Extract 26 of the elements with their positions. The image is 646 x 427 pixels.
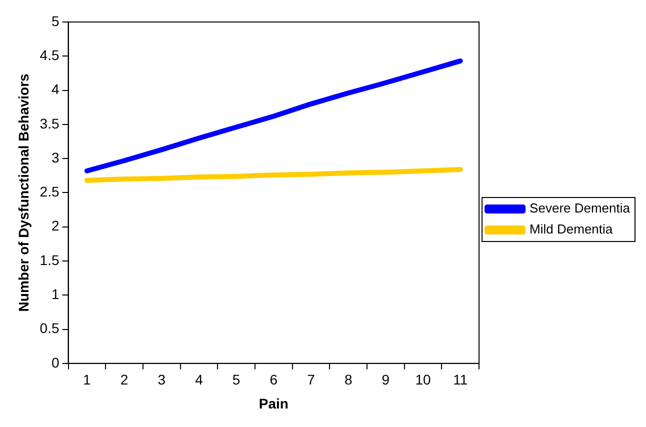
x-tick-label: 11 <box>453 372 468 388</box>
y-tick-label: 5 <box>51 12 60 29</box>
x-tick-label: 9 <box>382 372 390 388</box>
x-axis-title: Pain <box>258 395 288 412</box>
x-tick-label: 3 <box>158 372 166 388</box>
legend-label: Mild Dementia <box>530 222 614 237</box>
y-tick-label: 0 <box>51 354 60 370</box>
x-tick-label: 1 <box>83 372 92 388</box>
y-axis-title: Number of Dysfunctional Behaviors <box>15 73 32 312</box>
y-tick-label: 4.5 <box>40 47 60 63</box>
y-tick-label: 0.5 <box>40 320 60 336</box>
y-tick-label: 2.5 <box>40 184 60 200</box>
x-tick-label: 10 <box>415 372 432 388</box>
x-tick-label: 8 <box>344 372 352 388</box>
y-tick-label: 3.5 <box>40 115 60 132</box>
x-tick-label: 6 <box>270 372 278 388</box>
y-tick-label: 3 <box>51 149 60 166</box>
x-tick-label: 7 <box>307 372 316 388</box>
y-tick-label: 4 <box>51 81 60 98</box>
x-tick-label: 2 <box>120 372 128 388</box>
y-tick-label: 1.5 <box>40 252 60 268</box>
x-tick-label: 5 <box>232 372 240 388</box>
legend-label: Severe Dementia <box>530 200 631 216</box>
y-tick-label: 2 <box>51 218 60 234</box>
x-tick-label: 4 <box>195 372 204 388</box>
y-tick-label: 1 <box>51 286 60 302</box>
